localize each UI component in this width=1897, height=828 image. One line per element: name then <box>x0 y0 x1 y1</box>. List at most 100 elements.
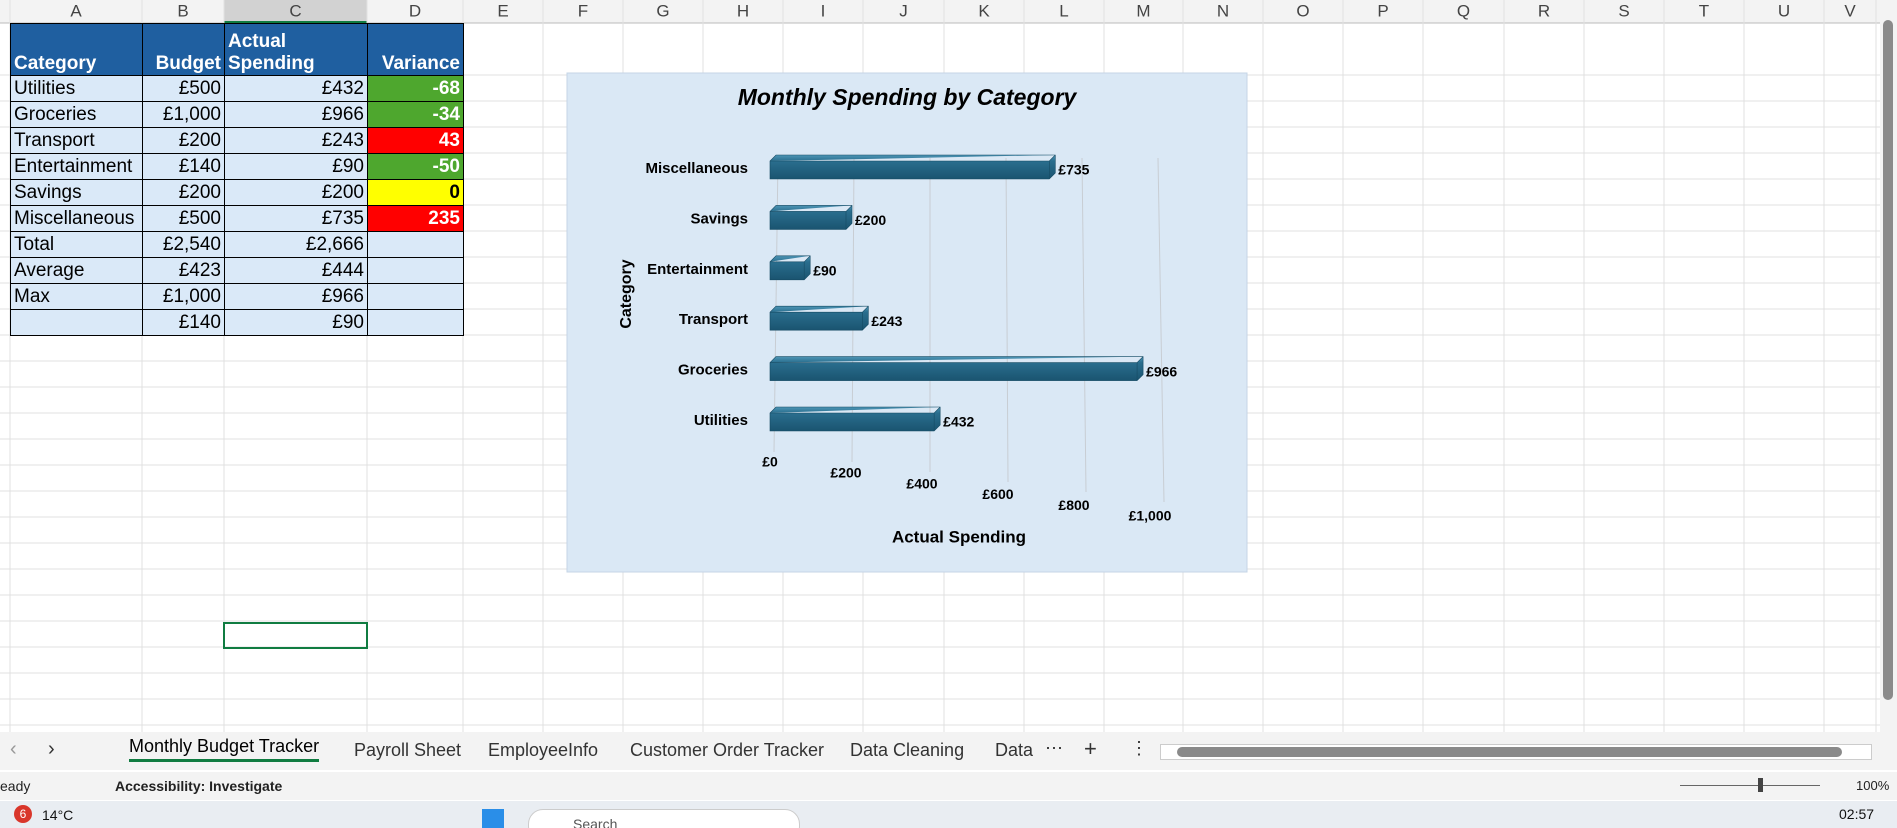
x-tick-label: £0 <box>762 454 778 470</box>
table-cell <box>367 231 464 258</box>
accessibility[interactable]: Accessibility: Investigate <box>115 778 283 794</box>
table-row: Utilities £500 £432 -68 <box>10 75 464 102</box>
table-cell: £444 <box>224 257 368 284</box>
table-row: Max £1,000 £966 <box>10 283 464 310</box>
table-row: Entertainment £140 £90 -50 <box>10 153 464 180</box>
search-text: Search <box>573 816 618 828</box>
horizontal-scrollbar[interactable] <box>1160 744 1872 760</box>
tab-menu[interactable]: ⋮ <box>1130 738 1148 758</box>
taskbar: 6 14°C Search 02:57 <box>0 801 1897 828</box>
notification-badge[interactable]: 6 <box>14 805 32 823</box>
table-cell: Utilities <box>10 75 143 102</box>
table-cell: Savings <box>10 179 143 206</box>
selected-cell[interactable] <box>223 622 368 649</box>
table-cell: 235 <box>367 205 464 232</box>
search-box[interactable]: Search <box>528 809 800 828</box>
table-cell: £2,666 <box>224 231 368 258</box>
status-text: eady <box>0 778 31 794</box>
budget-table: Category Budget Actual Spending Variance Uti… <box>10 23 464 336</box>
table-cell <box>10 309 143 336</box>
table-row: Miscellaneous £500 £735 235 <box>10 205 464 232</box>
column-header: K <box>978 1 990 20</box>
table-cell <box>367 283 464 310</box>
y-tick-label: Utilities <box>694 412 748 429</box>
table-row: Average £423 £444 <box>10 257 464 284</box>
table-cell: Total <box>10 231 143 258</box>
column-header: T <box>1699 1 1709 20</box>
table-cell: £140 <box>142 309 225 336</box>
table-cell: £423 <box>142 257 225 284</box>
column-header: O <box>1296 1 1309 20</box>
column-header: P <box>1377 1 1388 20</box>
clock: 02:57 <box>1839 806 1875 822</box>
bar <box>769 406 941 432</box>
column-header: A <box>70 1 82 20</box>
table-cell: £200 <box>142 127 225 154</box>
grid-line <box>851 157 855 463</box>
y-tick-label: Savings <box>690 210 748 227</box>
table-cell: 0 <box>367 179 464 206</box>
table-cell: Groceries <box>10 101 143 128</box>
column-header: G <box>656 1 669 20</box>
table-row: Groceries £1,000 £966 -34 <box>10 101 464 128</box>
scroll-thumb[interactable] <box>1883 20 1893 700</box>
sheet-tab[interactable]: EmployeeInfo <box>488 740 599 760</box>
chart-area[interactable] <box>566 72 1248 573</box>
column-header: B <box>177 1 188 20</box>
sheet-tab[interactable]: Data <box>995 740 1034 760</box>
column-header: N <box>1217 1 1229 20</box>
tab-prev[interactable]: ‹ <box>10 738 17 760</box>
data-label: £735 <box>1058 162 1089 178</box>
table-cell: Average <box>10 257 143 284</box>
table-cell: Transport <box>10 127 143 154</box>
scroll-thumb[interactable] <box>1177 747 1842 757</box>
zoom-level[interactable]: 100% <box>1856 778 1890 793</box>
data-label: £432 <box>943 414 974 430</box>
weather[interactable]: 14°C <box>42 807 74 823</box>
active-column-header <box>224 0 367 23</box>
sheet-tab[interactable]: Payroll Sheet <box>354 740 462 760</box>
table-cell: £243 <box>224 127 368 154</box>
tab-next[interactable]: › <box>48 738 55 760</box>
data-label: £966 <box>1146 363 1177 379</box>
y-tick-label: Transport <box>679 311 748 328</box>
table-row: Total £2,540 £2,666 <box>10 231 464 258</box>
table-row: Savings £200 £200 0 <box>10 179 464 206</box>
x-tick-label: £600 <box>982 486 1013 502</box>
header-row: Category Budget Actual Spending Variance <box>10 23 464 76</box>
table-cell: £500 <box>142 205 225 232</box>
table-cell: £432 <box>224 75 368 102</box>
table-cell: Miscellaneous <box>10 205 143 232</box>
column-header: E <box>497 1 508 20</box>
tab-more[interactable]: ⋯ <box>1045 738 1063 758</box>
start-button[interactable] <box>482 809 504 828</box>
sheet-tabs: ‹ › ⋯ + ⋮ Monthly Budget Tracker Payroll … <box>0 732 1897 770</box>
header-cell: Budget <box>142 23 225 76</box>
table-cell: £966 <box>224 101 368 128</box>
table-cell: £90 <box>224 153 368 180</box>
x-tick-label: £200 <box>830 465 861 481</box>
header-cell: Actual Spending <box>224 23 368 76</box>
table-row: Transport £200 £243 43 <box>10 127 464 154</box>
column-header: C <box>289 1 301 20</box>
column-header: S <box>1618 1 1629 20</box>
zoom-thumb[interactable] <box>1758 778 1763 792</box>
column-header: U <box>1778 1 1790 20</box>
zoom-slider[interactable] <box>1680 785 1820 786</box>
add-sheet[interactable]: + <box>1084 736 1097 761</box>
table-cell: £140 <box>142 153 225 180</box>
status-bar: eady Accessibility: Investigate 100% <box>0 772 1897 800</box>
table-cell: 43 <box>367 127 464 154</box>
data-label: £243 <box>871 313 902 329</box>
column-header: H <box>737 1 749 20</box>
grid-line <box>1081 157 1087 493</box>
column-header: I <box>821 1 826 20</box>
sheet-tab[interactable]: Monthly Budget Tracker <box>129 736 320 762</box>
sheet-tab[interactable]: Customer Order Tracker <box>630 740 825 760</box>
y-tick-label: Miscellaneous <box>645 160 748 177</box>
table-cell: £1,000 <box>142 101 225 128</box>
grid-line <box>1157 157 1165 503</box>
table-row: £140 £90 <box>10 309 464 336</box>
column-header: J <box>899 1 908 20</box>
sheet-tab[interactable]: Data Cleaning <box>850 740 965 760</box>
